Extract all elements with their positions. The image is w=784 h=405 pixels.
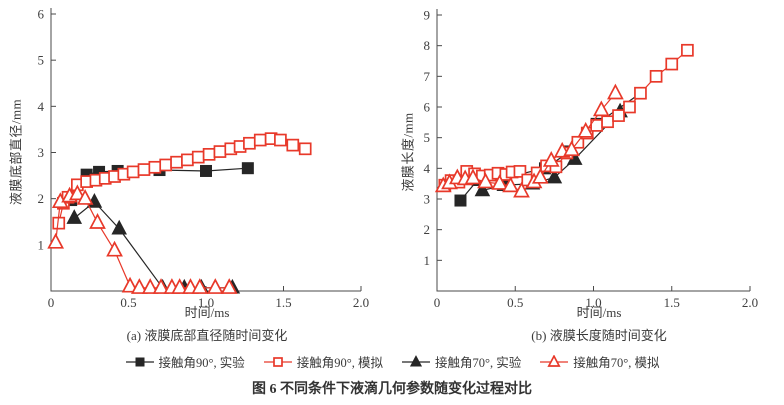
chart-a-x-axis-label: 时间/ms bbox=[184, 305, 230, 320]
y-tick-label: 3 bbox=[424, 192, 431, 207]
x-tick-label: 0.5 bbox=[507, 295, 523, 310]
y-axis-ticks: 1 2 3 4 5 6 7 8 9 bbox=[424, 8, 442, 292]
y-tick-label: 6 bbox=[38, 7, 45, 22]
legend-label: 接触角90°, 实验 bbox=[158, 356, 245, 370]
y-tick-label: 7 bbox=[424, 69, 431, 84]
square-open-icon bbox=[263, 356, 292, 367]
series-angle70-exp bbox=[66, 193, 241, 294]
legend-item-angle90-exp: 接触角90°, 实验 bbox=[125, 352, 245, 371]
x-tick-label: 1.5 bbox=[275, 295, 291, 310]
triangle-filled-icon bbox=[402, 354, 430, 366]
chart-a-subtitle: (a) 液膜底部直径随时间变化 bbox=[126, 328, 288, 343]
chart-b-y-axis-label: 液膜长度/mm bbox=[400, 112, 416, 192]
x-tick-label: 1.0 bbox=[198, 295, 214, 310]
series-angle70-sim bbox=[434, 83, 624, 198]
legend-item-angle70-exp: 接触角70°, 实验 bbox=[401, 352, 521, 371]
square-filled-icon bbox=[125, 357, 154, 366]
x-tick-label: 1.5 bbox=[664, 295, 680, 310]
y-tick-label: 9 bbox=[424, 8, 431, 23]
chart-b-plot: 0 0.5 1.0 1.5 2.0 1 2 3 4 5 6 7 8 9 bbox=[424, 8, 759, 311]
y-axis-ticks: 1 2 3 4 5 6 bbox=[38, 7, 56, 292]
triangle-filled-marker-icon bbox=[401, 354, 431, 369]
y-tick-label: 3 bbox=[38, 145, 45, 160]
axes: 0 0.5 1.0 1.5 2.0 1 2 3 4 5 6 bbox=[38, 7, 370, 311]
triangle-open-icon bbox=[540, 353, 569, 367]
square-open-marker-icon bbox=[263, 355, 293, 369]
series-angle90-sim bbox=[52, 132, 312, 230]
legend: 接触角90°, 实验 接触角90°, 模拟 接触角70°, 实验 接触角70°,… bbox=[0, 352, 784, 371]
legend-item-angle70-sim: 接触角70°, 模拟 bbox=[539, 352, 660, 371]
figure-caption: 图 6 不同条件下液滴几何参数随变化过程对比 bbox=[252, 382, 532, 397]
chart-b-subtitle: (b) 液膜长度随时间变化 bbox=[531, 328, 667, 343]
chart-a: 0 0.5 1.0 1.5 2.0 1 2 3 4 5 6 液膜底部直径/mm 时间/ms (a) … bbox=[0, 0, 392, 352]
chart-b-x-axis-label: 时间/ms bbox=[576, 305, 622, 320]
legend-label: 接触角70°, 实验 bbox=[435, 356, 522, 370]
x-tick-label: 0 bbox=[434, 295, 441, 310]
chart-a-plot: 0 0.5 1.0 1.5 2.0 1 2 3 4 5 6 bbox=[38, 7, 370, 311]
series-angle90-sim bbox=[438, 43, 694, 192]
x-tick-label: 1.0 bbox=[585, 295, 601, 310]
x-tick-label: 0 bbox=[48, 295, 55, 310]
x-tick-label: 2.0 bbox=[742, 295, 758, 310]
chart-a-y-axis-label: 液膜底部直径/mm bbox=[8, 98, 24, 206]
square-filled-marker-icon bbox=[125, 355, 155, 369]
legend-label: 接触角70°, 模拟 bbox=[573, 356, 660, 370]
y-tick-label: 8 bbox=[424, 38, 431, 53]
y-tick-label: 1 bbox=[424, 253, 431, 268]
series-angle70-sim bbox=[47, 184, 238, 294]
y-tick-label: 2 bbox=[424, 222, 431, 237]
y-tick-label: 4 bbox=[424, 161, 431, 176]
x-tick-label: 2.0 bbox=[353, 295, 369, 310]
y-tick-label: 4 bbox=[38, 99, 45, 114]
x-axis-ticks: 0 0.5 1.0 1.5 2.0 bbox=[434, 286, 758, 310]
legend-label: 接触角90°, 模拟 bbox=[296, 356, 383, 370]
y-tick-label: 2 bbox=[38, 191, 45, 206]
chart-b: 0 0.5 1.0 1.5 2.0 1 2 3 4 5 6 7 8 9 液膜长度/mm 时间/ms (b)… bbox=[392, 0, 784, 352]
legend-item-angle90-sim: 接触角90°, 模拟 bbox=[263, 352, 383, 371]
x-tick-label: 0.5 bbox=[120, 295, 136, 310]
y-tick-label: 1 bbox=[38, 237, 45, 252]
y-tick-label: 5 bbox=[38, 53, 45, 68]
y-tick-label: 5 bbox=[424, 130, 431, 145]
y-tick-label: 6 bbox=[424, 100, 431, 115]
triangle-open-marker-icon bbox=[539, 353, 569, 369]
axes: 0 0.5 1.0 1.5 2.0 1 2 3 4 5 6 7 8 9 bbox=[424, 8, 759, 311]
